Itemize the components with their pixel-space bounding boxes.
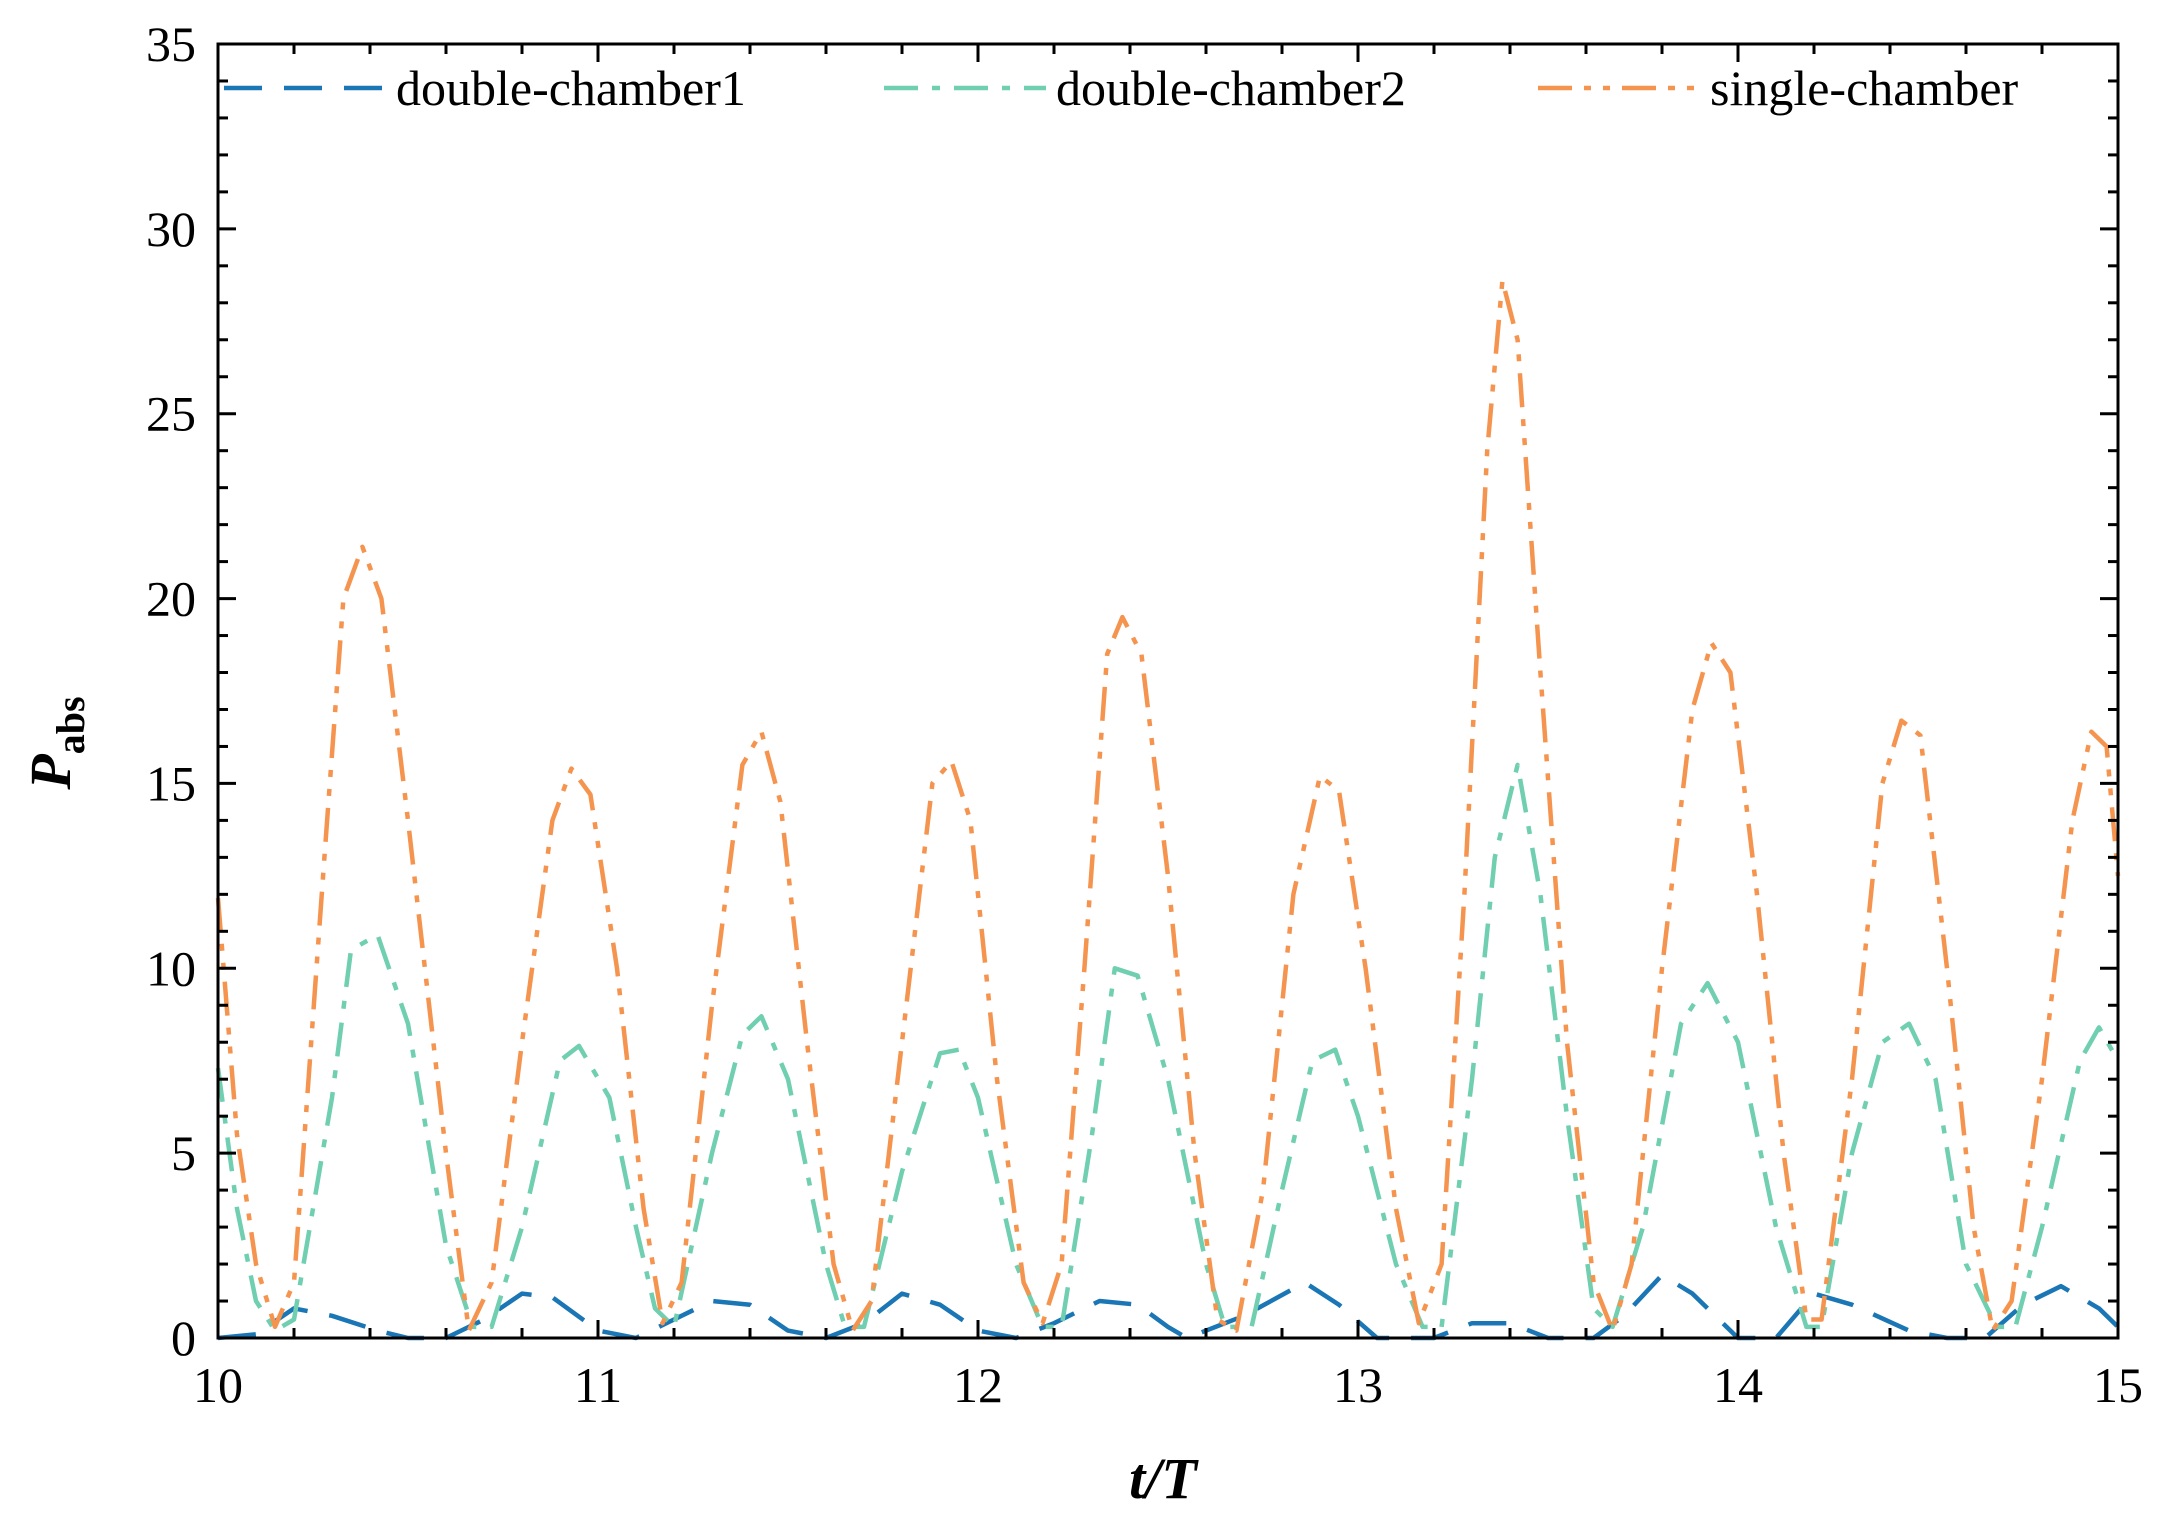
y-tick-label: 15 [146,755,196,811]
y-axis-label-group: Pabs [18,696,93,790]
y-tick-label: 10 [146,940,196,996]
plot-frame [216,42,2120,1340]
series-line-1 [217,1272,2120,1341]
y-tick-label: 20 [146,571,196,627]
legend-label-1: double-chamber1 [396,60,746,116]
legend-label-3: single-chamber [1710,60,2019,116]
series-line-3 [215,278,2121,1333]
series-layer [215,278,2121,1341]
x-tick-label: 12 [953,1357,1003,1413]
y-axis-label-subscript: abs [48,696,93,754]
y-axis-label: P [18,754,83,791]
x-tick-label: 13 [1333,1357,1383,1413]
series-line-2 [215,762,2120,1333]
y-tick-label: 5 [171,1125,196,1181]
y-tick-label: 0 [171,1310,196,1366]
x-axis-label: t/T [1129,1446,1199,1511]
legend-label-2: double-chamber2 [1056,60,1406,116]
x-tick-label: 11 [574,1357,622,1413]
axes-layer: 10 11 12 13 14 15 0 5 10 15 20 25 30 35 [146,16,2143,1413]
y-tick-label: 25 [146,386,196,442]
y-tick-label: 30 [146,201,196,257]
x-tick-label: 14 [1713,1357,1763,1413]
y-tick-label: 35 [146,16,196,72]
svg-text:Pabs: Pabs [18,696,93,790]
legend: double-chamber1 double-chamber2 single-cha… [224,60,2019,116]
x-tick-label: 15 [2093,1357,2143,1413]
x-tick-label: 10 [193,1357,243,1413]
